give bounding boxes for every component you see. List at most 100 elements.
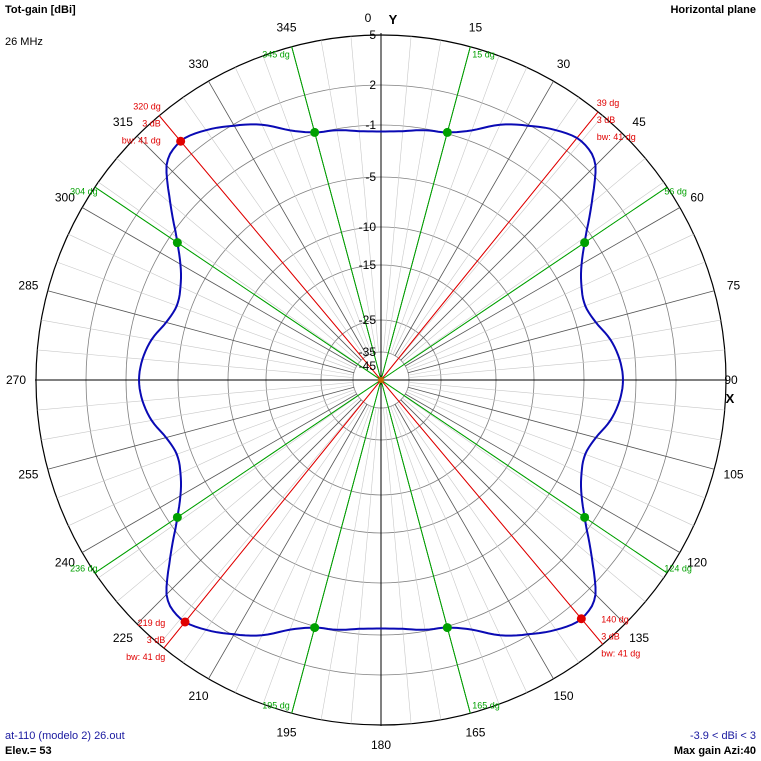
red-marker-bw: bw: 41 dg xyxy=(122,136,161,146)
grid-spoke xyxy=(159,401,364,645)
grid-spoke xyxy=(98,181,359,365)
grid-spoke xyxy=(116,397,360,602)
green-marker-label: 56 dg xyxy=(664,187,687,197)
grid-spoke xyxy=(37,382,354,411)
grid-spoke xyxy=(234,67,370,355)
grid-spoke xyxy=(390,55,500,354)
pattern-curve xyxy=(137,123,625,637)
green-marker-dot xyxy=(442,623,452,633)
grid-spoke xyxy=(392,405,528,693)
green-marker-label: 304 dg xyxy=(70,187,98,197)
grid-spoke xyxy=(405,207,680,367)
grid-spoke xyxy=(47,386,355,470)
green-marker-dot xyxy=(172,512,182,522)
green-marker-dot xyxy=(310,623,320,633)
red-marker-db: 3 dB xyxy=(597,115,616,125)
azimuth-tick-label: 150 xyxy=(553,689,573,703)
green-marker-label: 124 dg xyxy=(664,563,692,573)
origin-dot xyxy=(378,377,384,383)
max-gain-label: Max gain Azi:40 xyxy=(673,745,756,757)
grid-spoke xyxy=(383,36,412,353)
grid-spoke xyxy=(98,395,359,579)
azimuth-tick-label: 75 xyxy=(727,279,741,293)
grid-spoke xyxy=(320,407,377,720)
grid-spoke xyxy=(394,404,554,679)
grid-spoke xyxy=(350,36,379,353)
grid-spoke xyxy=(406,233,694,369)
grid-spoke xyxy=(408,319,721,376)
green-marker-dot xyxy=(442,127,452,137)
radial-tick-label: -10 xyxy=(359,220,377,234)
grid-spoke xyxy=(41,384,354,441)
grid-spoke xyxy=(68,391,356,527)
grid-spoke xyxy=(136,135,362,361)
green-marker-dot xyxy=(172,238,182,248)
radial-tick-label: -5 xyxy=(365,170,376,184)
green-marker-label: 15 dg xyxy=(472,49,495,59)
radial-tick-label: 5 xyxy=(369,28,376,42)
grid-spoke xyxy=(182,402,366,663)
radial-tick-label: -1 xyxy=(365,118,376,132)
grid-spoke xyxy=(408,349,725,378)
red-marker-bw: bw: 41 dg xyxy=(601,648,640,658)
grid-spoke xyxy=(408,384,721,441)
grid-spoke xyxy=(400,135,626,361)
azimuth-tick-label: 45 xyxy=(632,115,646,129)
gain-range: -3.9 < dBi < 3 xyxy=(689,730,756,742)
grid-spoke xyxy=(403,181,664,365)
frequency-label: 26 MHz xyxy=(5,36,43,48)
azimuth-tick-label: 30 xyxy=(557,57,571,71)
grid-spoke xyxy=(68,233,356,369)
azimuth-tick-label: 135 xyxy=(629,631,649,645)
grid-spoke xyxy=(403,395,664,579)
red-marker-label: 219 dg xyxy=(138,618,166,628)
azimuth-tick-label: 315 xyxy=(113,115,133,129)
azimuth-tick-label: 60 xyxy=(690,191,704,205)
grid-spoke xyxy=(182,97,366,358)
grid-spoke xyxy=(392,67,528,355)
grid-spoke xyxy=(390,406,500,705)
grid-spoke xyxy=(396,402,580,663)
grid-spoke xyxy=(407,386,715,470)
grid-spoke xyxy=(405,393,680,553)
grid-spoke xyxy=(82,393,357,553)
azimuth-tick-label: 210 xyxy=(188,689,208,703)
red-marker-bw: bw: 41 dg xyxy=(126,652,165,662)
grid-spoke xyxy=(262,55,372,354)
grid-spoke xyxy=(41,319,354,376)
grid-spoke xyxy=(208,81,368,356)
chart-title: Tot-gain [dBi] xyxy=(5,4,76,16)
grid-spoke xyxy=(56,261,355,371)
grid-spoke xyxy=(82,207,357,367)
grid-spoke xyxy=(407,290,715,374)
azimuth-tick-label: 240 xyxy=(55,556,75,570)
grid-spoke xyxy=(37,349,354,378)
grid-spoke xyxy=(400,399,626,625)
grid-spoke xyxy=(208,404,368,679)
azimuth-tick-label: 255 xyxy=(18,467,38,481)
azimuth-tick-label: 0 xyxy=(365,11,372,25)
red-marker-label: 39 dg xyxy=(597,98,620,108)
azimuth-tick-label: 165 xyxy=(465,726,485,740)
tick-labels: 0153045607590105120135150165180195210225… xyxy=(6,11,744,752)
radial-tick-label: 2 xyxy=(369,78,376,92)
red-marker-bw: bw: 41 dg xyxy=(597,132,636,142)
grid-spoke xyxy=(408,382,725,411)
green-marker-dot xyxy=(580,512,590,522)
green-marker-dot xyxy=(310,127,320,137)
grid-spoke xyxy=(56,389,355,499)
grid-spoke xyxy=(396,97,580,358)
markers: 15 dg 56 dg 124 dg 165 dg 195 dg 236 dg 304 dg… xyxy=(70,49,692,710)
azimuth-tick-label: 345 xyxy=(277,20,297,34)
radial-tick-label: -15 xyxy=(359,258,377,272)
red-marker-dot xyxy=(576,614,586,624)
azimuth-tick-label: 270 xyxy=(6,373,26,387)
radial-tick-label: -25 xyxy=(359,313,377,327)
grid-spoke xyxy=(402,158,646,363)
radiation-pattern xyxy=(137,123,625,637)
grid-spoke xyxy=(407,389,706,499)
grid-spoke xyxy=(402,397,646,602)
grid-spoke xyxy=(398,115,603,359)
azimuth-tick-label: 300 xyxy=(55,191,75,205)
